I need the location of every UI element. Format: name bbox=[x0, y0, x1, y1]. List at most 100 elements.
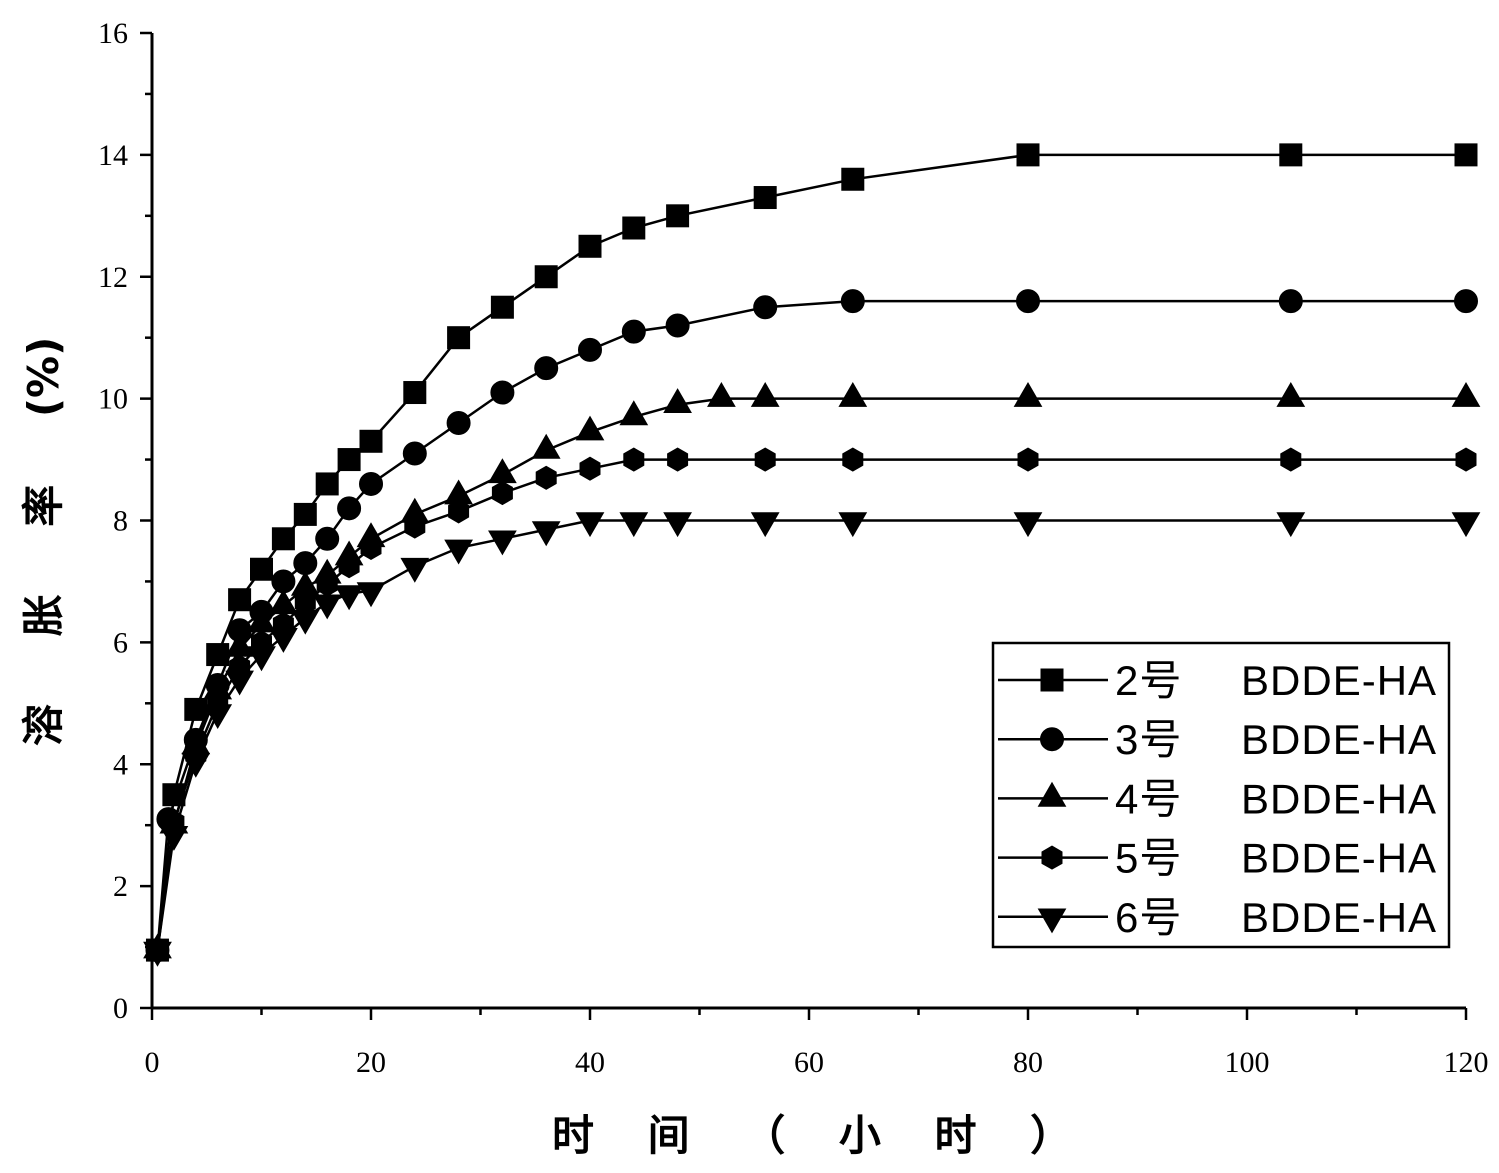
data-point bbox=[1454, 143, 1478, 167]
legend-marker bbox=[1040, 727, 1064, 752]
y-axis-label: 溶 胀 率 (%) bbox=[19, 337, 68, 746]
data-point bbox=[444, 539, 473, 565]
data-point bbox=[312, 594, 342, 620]
y-tick-label: 16 bbox=[98, 17, 128, 50]
data-point bbox=[269, 589, 298, 615]
data-point bbox=[271, 527, 295, 551]
data-point bbox=[578, 337, 602, 362]
data-point bbox=[840, 289, 865, 314]
data-point bbox=[356, 522, 386, 548]
y-tick-label: 2 bbox=[113, 870, 128, 903]
data-point bbox=[1276, 381, 1306, 407]
data-point bbox=[623, 447, 645, 472]
data-point bbox=[293, 551, 318, 576]
y-tick-label: 6 bbox=[113, 626, 128, 659]
legend-entry: 4号 BDDE-HA bbox=[998, 775, 1437, 822]
data-point bbox=[579, 456, 601, 481]
data-point bbox=[534, 356, 559, 381]
data-point bbox=[206, 643, 230, 667]
y-tick-label: 12 bbox=[98, 261, 128, 294]
legend-marker bbox=[1037, 908, 1067, 934]
data-point bbox=[753, 295, 778, 320]
y-tick-label: 10 bbox=[98, 383, 128, 416]
data-point bbox=[754, 447, 776, 472]
data-point bbox=[622, 216, 646, 240]
data-point bbox=[663, 388, 692, 413]
data-point bbox=[1013, 512, 1043, 538]
data-point bbox=[838, 381, 868, 407]
data-point bbox=[444, 479, 473, 505]
data-point bbox=[315, 472, 339, 496]
legend-label: 5号 BDDE-HA bbox=[1115, 835, 1437, 882]
x-tick-label: 100 bbox=[1225, 1046, 1270, 1079]
data-point bbox=[446, 411, 471, 435]
data-point bbox=[1013, 381, 1043, 407]
data-point bbox=[575, 415, 605, 441]
legend-label: 2号 BDDE-HA bbox=[1115, 657, 1437, 704]
data-point bbox=[1451, 381, 1481, 407]
data-point bbox=[272, 612, 294, 637]
x-tick-label: 120 bbox=[1444, 1046, 1489, 1079]
data-point bbox=[312, 558, 342, 584]
data-point bbox=[337, 496, 362, 521]
data-point bbox=[334, 585, 364, 611]
legend-marker bbox=[1041, 845, 1063, 870]
data-point bbox=[841, 167, 865, 191]
data-point bbox=[250, 557, 273, 581]
data-point bbox=[490, 380, 515, 405]
data-point bbox=[490, 295, 514, 319]
data-point bbox=[575, 512, 605, 538]
data-point bbox=[488, 530, 517, 556]
legend-box bbox=[991, 641, 1451, 949]
data-point bbox=[1278, 289, 1303, 314]
data-point bbox=[290, 570, 320, 596]
legend: 2号 BDDE-HA 3号 BDDE-HA 4号 BDDE-HA 5号 BDDE-HA… bbox=[991, 641, 1451, 949]
x-tick-label: 20 bbox=[356, 1046, 386, 1079]
data-point bbox=[1451, 512, 1481, 538]
data-point bbox=[531, 433, 561, 459]
x-tick-label: 60 bbox=[794, 1046, 824, 1079]
data-point bbox=[359, 471, 383, 496]
data-point bbox=[249, 599, 274, 624]
data-point bbox=[1276, 512, 1306, 538]
data-point bbox=[356, 582, 386, 608]
data-point bbox=[707, 381, 736, 407]
data-point bbox=[1280, 447, 1302, 472]
legend-marker bbox=[1037, 781, 1067, 807]
data-point bbox=[578, 234, 602, 258]
data-point bbox=[400, 497, 430, 523]
data-point bbox=[750, 512, 780, 538]
tick-labels: 0 20 40 60 80 100 120 0 2 4 6 8 10 12 14 16 bbox=[98, 17, 1489, 1079]
data-point bbox=[535, 465, 557, 490]
data-point bbox=[666, 204, 690, 228]
data-point bbox=[750, 381, 780, 407]
data-point bbox=[315, 526, 340, 551]
y-tick-label: 8 bbox=[113, 505, 128, 538]
data-point bbox=[403, 381, 427, 405]
data-point bbox=[156, 807, 181, 832]
data-point bbox=[619, 512, 649, 538]
data-point bbox=[359, 429, 383, 453]
data-point bbox=[619, 400, 649, 426]
legend-label: 6号 BDDE-HA bbox=[1115, 894, 1437, 941]
series-2 bbox=[145, 289, 1478, 963]
data-point bbox=[293, 502, 317, 526]
data-point bbox=[334, 540, 364, 566]
x-tick-label: 0 bbox=[145, 1046, 160, 1079]
data-point bbox=[531, 521, 561, 547]
y-tick-label: 0 bbox=[113, 992, 128, 1025]
data-point bbox=[448, 499, 470, 524]
data-point bbox=[184, 697, 208, 721]
data-point bbox=[228, 588, 252, 612]
legend-label: 4号 BDDE-HA bbox=[1115, 775, 1437, 822]
data-point bbox=[1455, 447, 1477, 472]
data-point bbox=[838, 512, 868, 538]
data-point bbox=[621, 319, 646, 344]
data-point bbox=[534, 265, 558, 289]
series-3 bbox=[143, 381, 1481, 959]
legend-marker bbox=[1040, 668, 1064, 692]
x-axis-label: 时 间 （ 小 时 ） bbox=[552, 1111, 1072, 1160]
data-point bbox=[229, 654, 251, 679]
legend-entry: 2号 BDDE-HA bbox=[998, 657, 1437, 704]
